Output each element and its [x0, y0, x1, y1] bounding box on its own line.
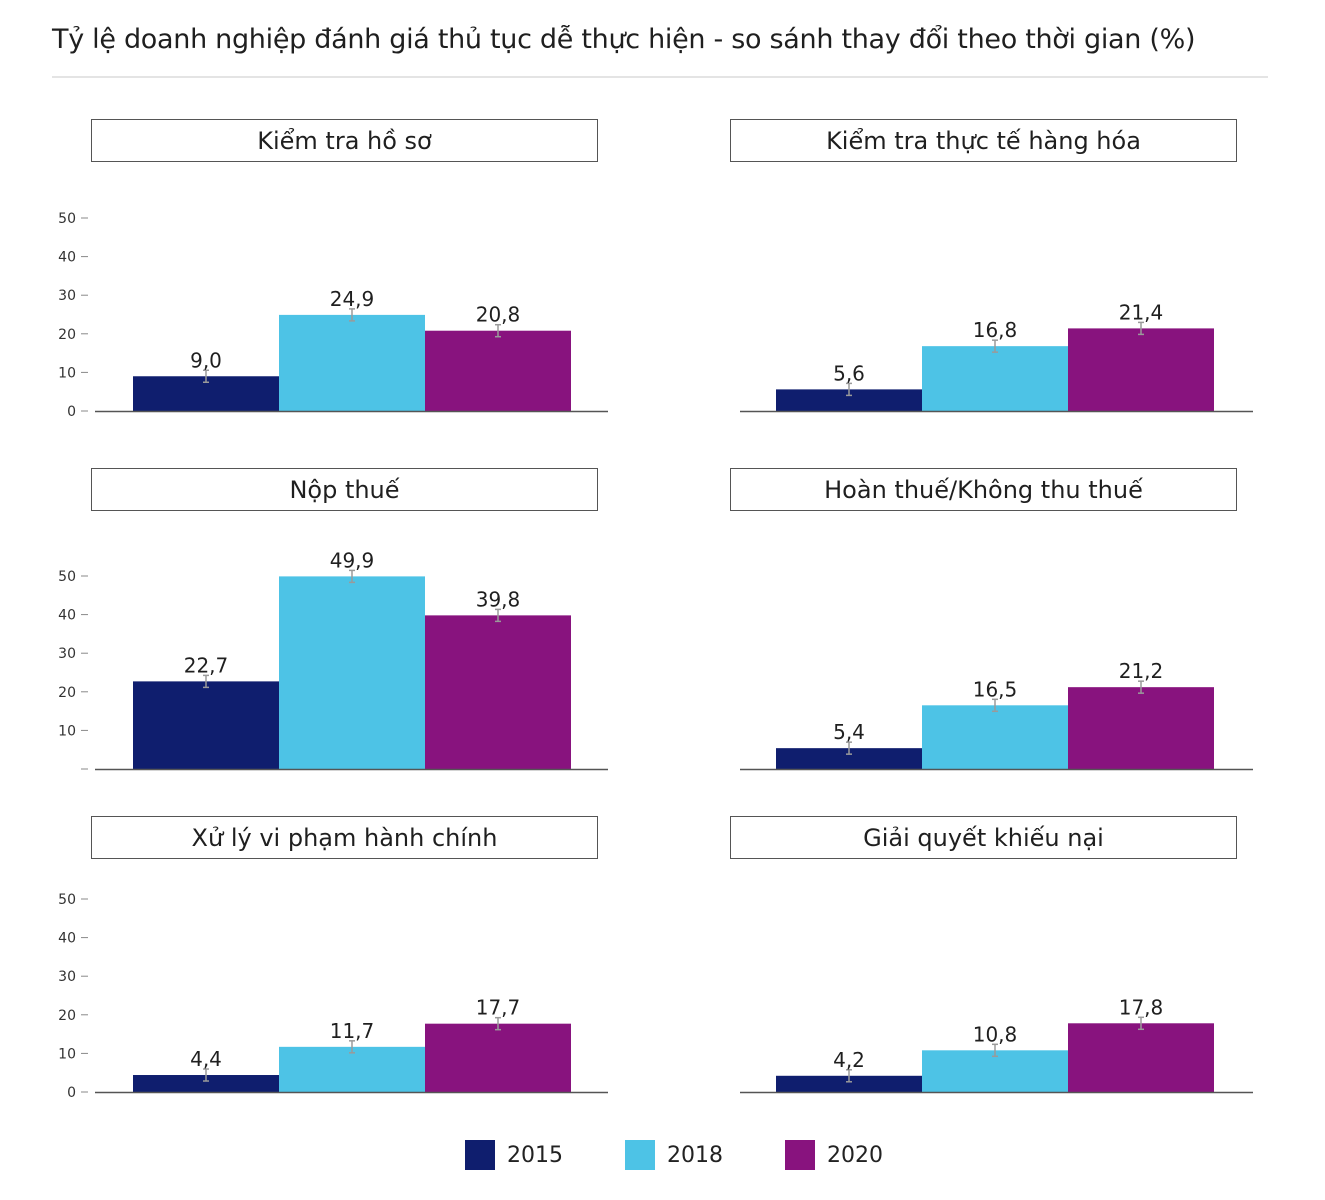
- y-tick-label: 50: [58, 569, 76, 585]
- y-tick-label: 30: [58, 288, 76, 304]
- y-tick-label: 40: [58, 608, 76, 624]
- legend-label-2020: 2020: [827, 1142, 883, 1168]
- data-label: 24,9: [330, 287, 375, 311]
- data-label: 11,7: [330, 1019, 375, 1043]
- legend-label-2015: 2015: [507, 1142, 563, 1168]
- y-tick-label: 0: [67, 404, 76, 420]
- legend-swatch-2020: [785, 1140, 815, 1170]
- y-tick-label: 0: [67, 1085, 76, 1101]
- data-label: 9,0: [190, 348, 222, 372]
- y-tick-label: 10: [58, 723, 76, 739]
- data-label: 21,4: [1119, 300, 1164, 324]
- data-label: 39,8: [476, 587, 521, 611]
- panel-title-nop-thue: Nộp thuế: [91, 468, 598, 511]
- bar-2015: [776, 389, 922, 411]
- data-label: 16,8: [973, 318, 1018, 342]
- data-label: 16,5: [973, 677, 1018, 701]
- data-label: 17,7: [476, 996, 521, 1020]
- data-label: 22,7: [184, 653, 229, 677]
- y-tick-label: 30: [58, 646, 76, 662]
- bar-2018: [922, 705, 1068, 769]
- bar-2020: [425, 1023, 571, 1092]
- title-divider: [52, 76, 1268, 78]
- y-tick-label: 20: [58, 327, 76, 343]
- bar-2018: [922, 1050, 1068, 1092]
- legend-swatch-2015: [465, 1140, 495, 1170]
- data-label: 49,9: [330, 548, 375, 572]
- bar-2015: [776, 748, 922, 769]
- y-tick-label: 10: [58, 365, 76, 381]
- panel-title-kiem-tra-ho-so: Kiểm tra hồ sơ: [91, 119, 598, 162]
- panel-title-xu-ly-vi-pham: Xử lý vi phạm hành chính: [91, 816, 598, 859]
- y-tick-label: 20: [58, 685, 76, 701]
- bar-2020: [425, 615, 571, 769]
- panel-title-hoan-thue: Hoàn thuế/Không thu thuế: [730, 468, 1237, 511]
- bar-2018: [279, 576, 425, 769]
- bar-2015: [133, 681, 279, 769]
- legend-item-2020: 2020: [785, 1140, 883, 1170]
- bar-2020: [1068, 687, 1214, 769]
- y-tick-label: 20: [58, 1008, 76, 1024]
- bar-2015: [776, 1075, 922, 1092]
- data-label: 20,8: [476, 303, 521, 327]
- bar-2018: [279, 1046, 425, 1092]
- y-tick-label: 10: [58, 1046, 76, 1062]
- data-label: 10,8: [973, 1022, 1018, 1046]
- panel-title-kiem-tra-thuc-te: Kiểm tra thực tế hàng hóa: [730, 119, 1237, 162]
- y-tick-label: 50: [58, 892, 76, 908]
- legend: 2015 2018 2020: [465, 1140, 945, 1170]
- y-tick-label: 40: [58, 250, 76, 266]
- legend-label-2018: 2018: [667, 1142, 723, 1168]
- legend-item-2015: 2015: [465, 1140, 563, 1170]
- data-label: 5,4: [833, 720, 865, 744]
- legend-swatch-2018: [625, 1140, 655, 1170]
- data-label: 5,6: [833, 361, 865, 385]
- bar-2015: [133, 1075, 279, 1092]
- data-label: 21,2: [1119, 659, 1164, 683]
- bar-2018: [922, 346, 1068, 411]
- bar-2020: [1068, 1023, 1214, 1092]
- y-tick-label: 50: [58, 211, 76, 227]
- data-label: 4,4: [190, 1047, 222, 1071]
- y-tick-label: 40: [58, 931, 76, 947]
- bar-2018: [279, 314, 425, 411]
- bar-2020: [1068, 328, 1214, 411]
- chart-title: Tỷ lệ doanh nghiệp đánh giá thủ tục dễ t…: [52, 24, 1196, 55]
- bar-2020: [425, 330, 571, 411]
- data-label: 4,2: [833, 1048, 865, 1072]
- legend-item-2018: 2018: [625, 1140, 723, 1170]
- y-tick-label: 30: [58, 969, 76, 985]
- panel-title-giai-quyet-khieu-nai: Giải quyết khiếu nại: [730, 816, 1237, 859]
- data-label: 17,8: [1119, 995, 1164, 1019]
